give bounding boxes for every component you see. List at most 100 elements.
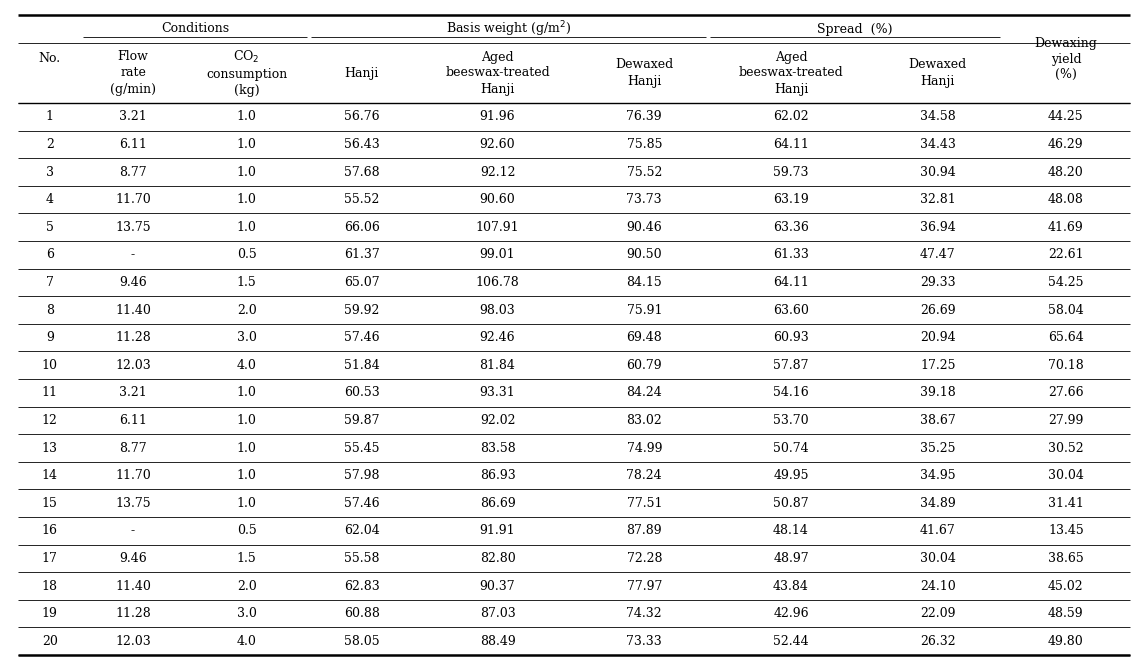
Text: 55.45: 55.45 [344, 442, 380, 454]
Text: 81.84: 81.84 [480, 358, 515, 372]
Text: 26.32: 26.32 [920, 634, 955, 648]
Text: 62.02: 62.02 [774, 111, 809, 123]
Text: 91.91: 91.91 [480, 525, 515, 537]
Text: 58.04: 58.04 [1048, 304, 1084, 316]
Text: Conditions: Conditions [161, 23, 230, 36]
Text: 63.19: 63.19 [773, 193, 809, 206]
Text: 106.78: 106.78 [475, 276, 519, 289]
Text: 86.69: 86.69 [480, 496, 515, 510]
Text: 48.08: 48.08 [1048, 193, 1084, 206]
Text: 49.80: 49.80 [1048, 634, 1084, 648]
Text: 50.87: 50.87 [774, 496, 809, 510]
Text: 57.46: 57.46 [344, 331, 380, 344]
Text: 65.64: 65.64 [1048, 331, 1084, 344]
Text: 4: 4 [46, 193, 54, 206]
Text: 30.04: 30.04 [920, 552, 956, 565]
Text: 19: 19 [41, 607, 57, 620]
Text: 2.0: 2.0 [236, 580, 257, 592]
Text: Aged
beeswax-treated
Hanji: Aged beeswax-treated Hanji [445, 50, 550, 96]
Text: 99.01: 99.01 [480, 249, 515, 261]
Text: CO$_2$
consumption
(kg): CO$_2$ consumption (kg) [207, 49, 287, 97]
Text: 77.51: 77.51 [627, 496, 662, 510]
Text: 12.03: 12.03 [115, 634, 150, 648]
Text: Basis weight (g/m$^2$): Basis weight (g/m$^2$) [445, 19, 572, 39]
Text: 8: 8 [46, 304, 54, 316]
Text: 83.02: 83.02 [627, 414, 662, 427]
Text: 0.5: 0.5 [236, 249, 257, 261]
Text: 1.0: 1.0 [236, 165, 257, 178]
Text: 90.60: 90.60 [480, 193, 515, 206]
Text: 93.31: 93.31 [480, 387, 515, 399]
Text: 1.0: 1.0 [236, 414, 257, 427]
Text: 13: 13 [41, 442, 57, 454]
Text: 11.70: 11.70 [115, 193, 150, 206]
Text: 5: 5 [46, 220, 54, 234]
Text: 4.0: 4.0 [236, 634, 257, 648]
Text: 8.77: 8.77 [119, 165, 147, 178]
Text: 60.79: 60.79 [627, 358, 662, 372]
Text: 48.97: 48.97 [774, 552, 809, 565]
Text: Aged
beeswax-treated
Hanji: Aged beeswax-treated Hanji [738, 50, 844, 96]
Text: 77.97: 77.97 [627, 580, 662, 592]
Text: 55.58: 55.58 [344, 552, 380, 565]
Text: 78.24: 78.24 [627, 469, 662, 482]
Text: 74.32: 74.32 [627, 607, 662, 620]
Text: 2.0: 2.0 [236, 304, 257, 316]
Text: 10: 10 [41, 358, 57, 372]
Text: 26.69: 26.69 [920, 304, 955, 316]
Text: 91.96: 91.96 [480, 111, 515, 123]
Text: 1.0: 1.0 [236, 111, 257, 123]
Text: 38.67: 38.67 [920, 414, 955, 427]
Text: 11.40: 11.40 [115, 304, 152, 316]
Text: 60.53: 60.53 [344, 387, 380, 399]
Text: 7: 7 [46, 276, 54, 289]
Text: 39.18: 39.18 [920, 387, 955, 399]
Text: 41.67: 41.67 [920, 525, 955, 537]
Text: 72.28: 72.28 [627, 552, 662, 565]
Text: 92.02: 92.02 [480, 414, 515, 427]
Text: 90.37: 90.37 [480, 580, 515, 592]
Text: 9: 9 [46, 331, 54, 344]
Text: 14: 14 [41, 469, 57, 482]
Text: 43.84: 43.84 [773, 580, 809, 592]
Text: 31.41: 31.41 [1048, 496, 1084, 510]
Text: 16: 16 [41, 525, 57, 537]
Text: 13.75: 13.75 [115, 496, 150, 510]
Text: 59.87: 59.87 [344, 414, 380, 427]
Text: 92.12: 92.12 [480, 165, 515, 178]
Text: 24.10: 24.10 [920, 580, 955, 592]
Text: 1.5: 1.5 [236, 552, 257, 565]
Text: 87.89: 87.89 [627, 525, 662, 537]
Text: 1.0: 1.0 [236, 387, 257, 399]
Text: 9.46: 9.46 [119, 276, 147, 289]
Text: 1.5: 1.5 [236, 276, 257, 289]
Text: 13.75: 13.75 [115, 220, 150, 234]
Text: 34.58: 34.58 [920, 111, 955, 123]
Text: 41.69: 41.69 [1048, 220, 1084, 234]
Text: 48.59: 48.59 [1048, 607, 1084, 620]
Text: 83.58: 83.58 [480, 442, 515, 454]
Text: 74.99: 74.99 [627, 442, 662, 454]
Text: 55.52: 55.52 [344, 193, 380, 206]
Text: 0.5: 0.5 [236, 525, 257, 537]
Text: 64.11: 64.11 [773, 276, 809, 289]
Text: 30.04: 30.04 [1048, 469, 1084, 482]
Text: 17.25: 17.25 [920, 358, 955, 372]
Text: 15: 15 [41, 496, 57, 510]
Text: 73.33: 73.33 [627, 634, 662, 648]
Text: 86.93: 86.93 [480, 469, 515, 482]
Text: 27.99: 27.99 [1048, 414, 1084, 427]
Text: 54.25: 54.25 [1048, 276, 1084, 289]
Text: 60.88: 60.88 [344, 607, 380, 620]
Text: 75.52: 75.52 [627, 165, 662, 178]
Text: 64.11: 64.11 [773, 138, 809, 151]
Text: 65.07: 65.07 [344, 276, 380, 289]
Text: 3.0: 3.0 [236, 607, 257, 620]
Text: 90.46: 90.46 [627, 220, 662, 234]
Text: 13.45: 13.45 [1048, 525, 1084, 537]
Text: 52.44: 52.44 [774, 634, 809, 648]
Text: 12: 12 [41, 414, 57, 427]
Text: 30.52: 30.52 [1048, 442, 1084, 454]
Text: Dewaxing
yield
(%): Dewaxing yield (%) [1034, 38, 1097, 80]
Text: 3: 3 [46, 165, 54, 178]
